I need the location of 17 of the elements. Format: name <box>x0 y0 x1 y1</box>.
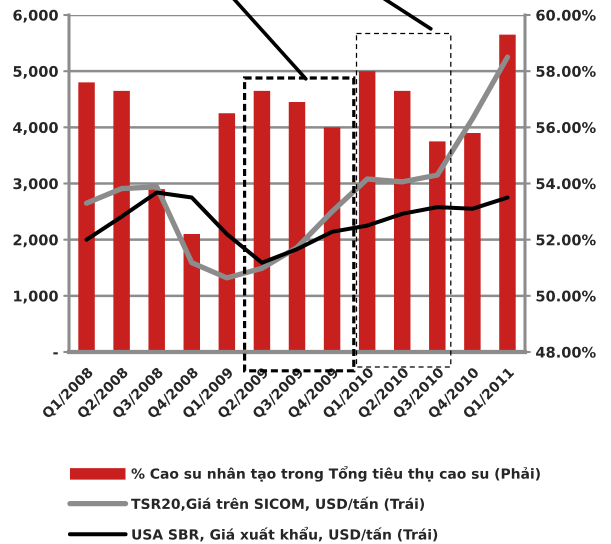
y2-tick-label: 48.00% <box>536 346 596 358</box>
y2-tick-label: 56.00% <box>536 122 596 134</box>
y-tick-label: 4,000 <box>13 122 58 135</box>
y-tick-label: 3,000 <box>13 178 58 192</box>
legend-label: % Cao su nhân tạo trong Tổng tiêu thụ cao su (Phải) <box>132 466 540 482</box>
y-tick-label: 2,000 <box>14 234 58 248</box>
y2-tick-label: 60.00% <box>536 10 596 21</box>
legend-label: USA SBR, Giá xuất khẩu, USD/tấn (Trái) <box>132 526 438 542</box>
y2-tick-label: 54.00% <box>536 178 596 190</box>
y2-tick-label: 50.00% <box>536 290 596 302</box>
y-tick-label: 5,000 <box>14 66 58 79</box>
y-tick-label: 1,000 <box>14 290 58 304</box>
y-tick-label: - <box>53 352 58 354</box>
y-tick-label: 6,000 <box>13 10 58 23</box>
y2-tick-label: 52.00% <box>536 234 596 246</box>
y2-tick-label: 58.00% <box>536 66 596 77</box>
legend-label: TSR20,Giá trên SICOM, USD/tấn (Trái) <box>131 496 424 511</box>
